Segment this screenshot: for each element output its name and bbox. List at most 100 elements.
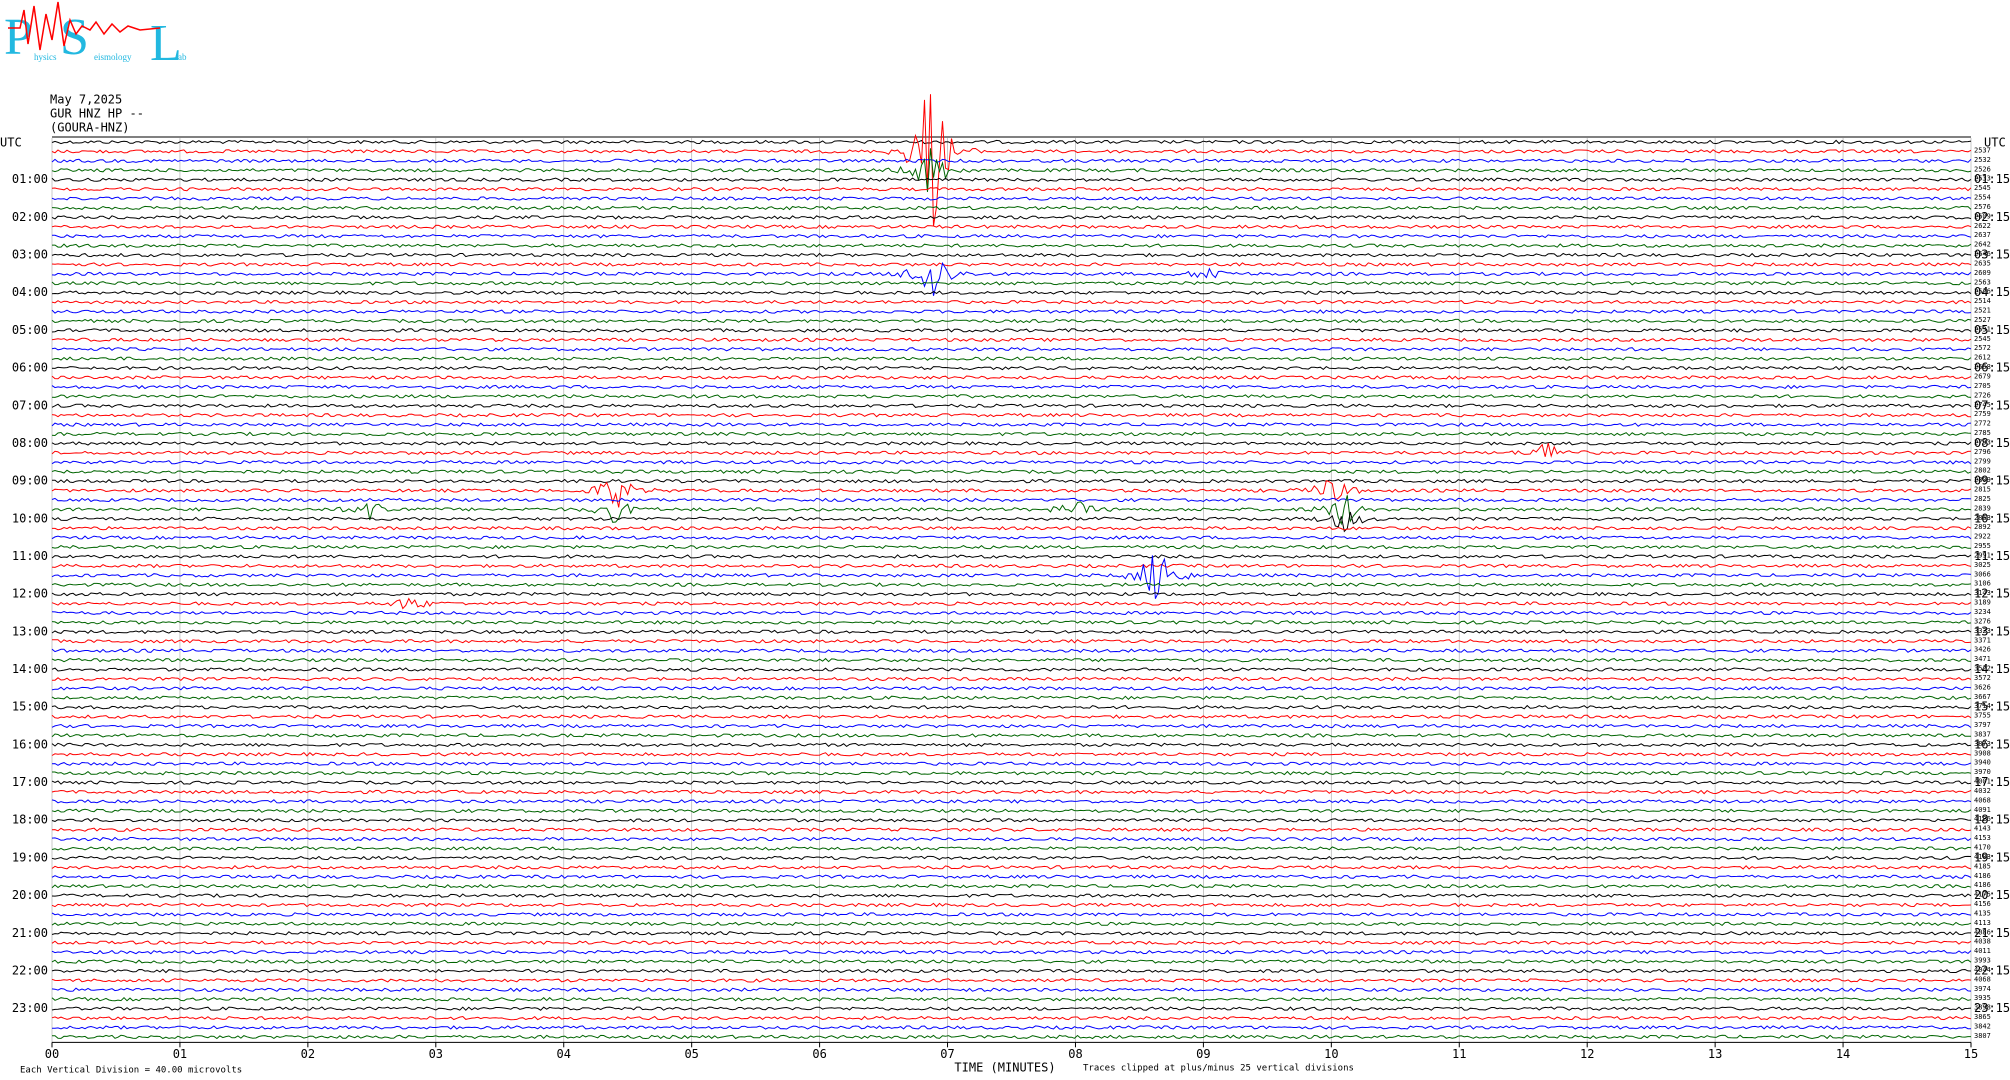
trace xyxy=(51,836,1972,842)
trace xyxy=(51,412,1972,418)
x-tick-label: 13 xyxy=(1708,1047,1722,1061)
row-count: 2526 xyxy=(1974,165,1991,173)
hour-label: 18:00 xyxy=(12,813,48,827)
hour-label: 11:15 xyxy=(1974,549,2010,563)
x-tick-label: 10 xyxy=(1324,1047,1338,1061)
trace xyxy=(51,460,1972,465)
x-tick-label: 04 xyxy=(557,1047,571,1061)
row-count: 4186 xyxy=(1974,881,1991,889)
trace xyxy=(51,497,1972,503)
trace xyxy=(51,620,1972,625)
row-count: 2705 xyxy=(1974,382,1991,390)
hour-label: 21:15 xyxy=(1974,926,2010,940)
row-count: 2612 xyxy=(1974,354,1991,362)
row-count: 2839 xyxy=(1974,504,1991,512)
trace xyxy=(51,902,1972,908)
hour-label: 04:15 xyxy=(1974,285,2010,299)
hour-label: 03:15 xyxy=(1974,248,2010,262)
trace xyxy=(51,704,1972,710)
row-count: 4068 xyxy=(1974,796,1991,804)
row-count: 3837 xyxy=(1974,730,1991,738)
trace xyxy=(51,328,1972,333)
hour-label: 12:00 xyxy=(12,587,48,601)
row-count: 3323 xyxy=(1974,627,1991,635)
row-count: 4186 xyxy=(1974,872,1991,880)
hour-label: 13:15 xyxy=(1974,624,2010,638)
trace xyxy=(51,356,1972,361)
trace xyxy=(51,799,1972,804)
trace xyxy=(52,638,1972,644)
trace xyxy=(51,555,1972,599)
trace xyxy=(51,186,1972,192)
trace xyxy=(51,544,1972,550)
row-count: 3865 xyxy=(1974,1013,1991,1021)
trace xyxy=(51,554,1972,559)
row-count: 3522 xyxy=(1974,665,1991,673)
channel: GUR HNZ HP -- xyxy=(50,107,144,121)
row-count: 4038 xyxy=(1974,938,1991,946)
hour-label: 06:15 xyxy=(1974,361,2010,375)
trace xyxy=(51,827,1972,832)
row-count: 2545 xyxy=(1974,335,1991,343)
logo-word: eismology xyxy=(94,52,132,62)
row-count: 3143 xyxy=(1974,589,1991,597)
trace xyxy=(51,394,1972,399)
row-count: 2892 xyxy=(1974,523,1991,531)
trace xyxy=(51,723,1972,729)
hour-label: 04:00 xyxy=(12,285,48,299)
row-count: 2609 xyxy=(1974,212,1991,220)
row-count: 3471 xyxy=(1974,655,1991,663)
utc-label: UTC xyxy=(1984,136,2006,150)
row-count: 2809 xyxy=(1974,476,1991,484)
hour-label: 17:00 xyxy=(12,775,48,789)
hour-label: 17:15 xyxy=(1974,775,2010,789)
hour-label: 01:00 xyxy=(12,172,48,186)
trace xyxy=(51,591,1972,597)
trace xyxy=(51,978,1972,983)
x-tick-label: 02 xyxy=(301,1047,315,1061)
trace xyxy=(51,752,1972,757)
row-count: 2637 xyxy=(1974,231,1991,239)
hour-label: 10:00 xyxy=(12,511,48,525)
x-tick-label: 11 xyxy=(1452,1047,1466,1061)
hour-label: 19:15 xyxy=(1974,850,2010,864)
row-count: 4170 xyxy=(1974,844,1991,852)
row-count: 2563 xyxy=(1974,278,1991,286)
hour-label: 16:15 xyxy=(1974,737,2010,751)
trace xyxy=(51,139,1972,145)
trace xyxy=(51,281,1972,286)
row-count: 2545 xyxy=(1974,184,1991,192)
row-count: 3974 xyxy=(1974,985,1991,993)
row-count: 3714 xyxy=(1974,702,1991,710)
row-count: 2622 xyxy=(1974,222,1991,230)
trace xyxy=(51,205,1972,211)
date: May 7,2025 xyxy=(50,93,122,107)
trace xyxy=(51,865,1972,870)
hour-label: 05:00 xyxy=(12,323,48,337)
trace xyxy=(52,478,1972,484)
hour-label: 01:15 xyxy=(1974,172,2010,186)
row-count: 3189 xyxy=(1974,599,1991,607)
trace xyxy=(51,299,1972,305)
trace xyxy=(51,610,1972,616)
row-count: 3755 xyxy=(1974,712,1991,720)
footer-note: Traces clipped at plus/minus 25 vertical… xyxy=(1083,1064,1354,1074)
row-count: 2745 xyxy=(1974,401,1991,409)
footer-note: Each Vertical Division = 40.00 microvolt… xyxy=(20,1066,242,1076)
trace xyxy=(51,511,1972,533)
hour-label: 10:15 xyxy=(1974,511,2010,525)
trace xyxy=(51,290,1972,296)
x-tick-label: 06 xyxy=(812,1047,826,1061)
x-tick-label: 05 xyxy=(684,1047,698,1061)
x-tick-label: 12 xyxy=(1580,1047,1594,1061)
row-count: 4113 xyxy=(1974,919,1991,927)
row-count: 4091 xyxy=(1974,806,1991,814)
row-count: 4001 xyxy=(1974,778,1991,786)
x-tick-label: 03 xyxy=(429,1047,443,1061)
row-count: 2521 xyxy=(1974,307,1991,315)
trace xyxy=(51,808,1972,814)
row-count: 3572 xyxy=(1974,674,1991,682)
row-count: 3106 xyxy=(1974,580,1991,588)
trace xyxy=(51,846,1972,851)
row-count: 3066 xyxy=(1974,570,1991,578)
